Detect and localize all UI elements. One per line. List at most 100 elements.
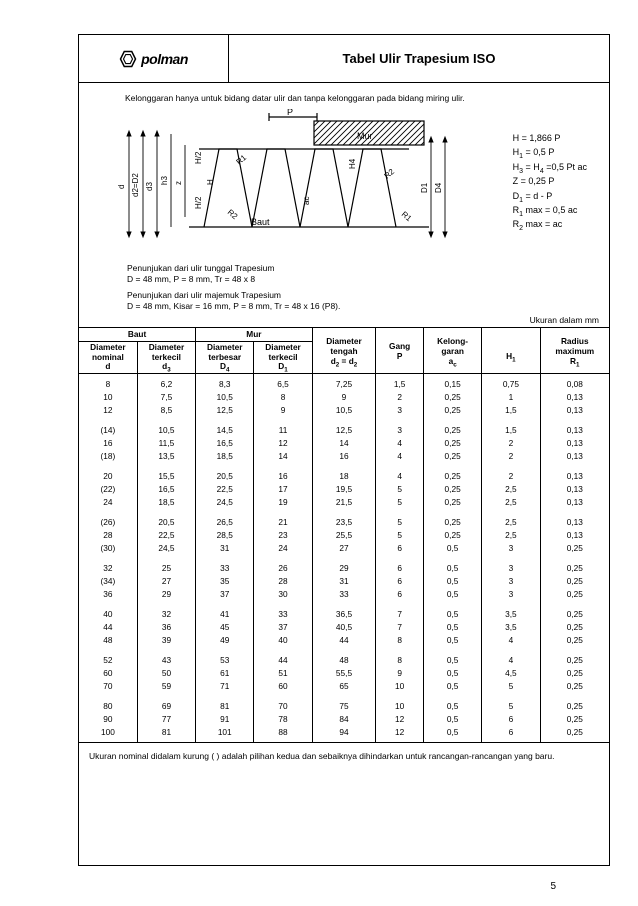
table-row: 128,512,5910,530,251,50,13	[79, 404, 609, 421]
table-cell: 12,5	[196, 404, 254, 421]
svg-text:R1: R1	[235, 153, 249, 167]
table-row: 8069817075100,550,25	[79, 696, 609, 713]
table-row: 524353444880,540,25	[79, 650, 609, 667]
table-cell: 30	[254, 588, 312, 605]
table-cell: 6,5	[254, 374, 312, 391]
table-cell: 7,25	[312, 374, 376, 391]
table-cell: (14)	[79, 420, 137, 437]
table-cell: 3	[376, 420, 424, 437]
table-cell: 16,5	[137, 483, 195, 496]
table-cell: 69	[137, 696, 195, 713]
table-cell: 0,25	[540, 650, 609, 667]
table-cell: 50	[137, 667, 195, 680]
table-cell: 7	[376, 604, 424, 621]
table-cell: 8	[376, 650, 424, 667]
table-cell: 0,25	[423, 483, 481, 496]
table-cell: 37	[254, 621, 312, 634]
table-cell: 25	[137, 558, 195, 575]
table-cell: 33	[254, 604, 312, 621]
table-cell: 36	[137, 621, 195, 634]
table-row: 4032413336,570,53,50,25	[79, 604, 609, 621]
table-cell: 3,5	[482, 621, 540, 634]
table-cell: 8	[376, 634, 424, 651]
table-cell: 10,5	[196, 391, 254, 404]
table-cell: 21,5	[312, 496, 376, 513]
table-cell: 3	[482, 575, 540, 588]
table-cell: 20,5	[196, 466, 254, 483]
table-cell: 0,13	[540, 466, 609, 483]
table-cell: 100	[79, 726, 137, 743]
table-cell: 26	[254, 558, 312, 575]
table-cell: 2,5	[482, 529, 540, 542]
table-cell: 0,25	[423, 496, 481, 513]
table-cell: 0,5	[423, 680, 481, 697]
table-cell: 16	[79, 437, 137, 450]
table-cell: 6,2	[137, 374, 195, 391]
table-cell: 26,5	[196, 512, 254, 529]
footnote: Ukuran nominal didalam kurung ( ) adalah…	[89, 751, 599, 762]
units-note: Ukuran dalam mm	[79, 315, 599, 325]
table-cell: 3	[482, 542, 540, 559]
table-cell: 32	[137, 604, 195, 621]
note-line: Penunjukan dari ulir tunggal Trapesium	[127, 263, 609, 274]
formula-line: H1 = 0,5 P	[513, 145, 587, 159]
table-cell: 5	[482, 696, 540, 713]
note-line: D = 48 mm, Kisar = 16 mm, P = 8 mm, Tr =…	[127, 301, 609, 312]
svg-text:P: P	[287, 109, 293, 117]
col-group-baut: Baut	[79, 327, 196, 341]
svg-text:D4: D4	[434, 182, 443, 193]
table-cell: 65	[312, 680, 376, 697]
table-cell: 15,5	[137, 466, 195, 483]
table-row: 107,510,58920,2510,13	[79, 391, 609, 404]
table-cell: 35	[196, 575, 254, 588]
table-cell: 18	[312, 466, 376, 483]
table-cell: 3	[482, 588, 540, 605]
svg-text:h3: h3	[160, 176, 169, 185]
table-cell: 80	[79, 696, 137, 713]
col-header: GangP	[376, 327, 424, 374]
table-row: 9077917884120,560,25	[79, 713, 609, 726]
col-header: Diameterterkecild3	[137, 341, 195, 374]
table-row: (30)24,531242760,530,25	[79, 542, 609, 559]
table-cell: 8	[79, 374, 137, 391]
table-row: 2418,524,51921,550,252,50,13	[79, 496, 609, 513]
designation-notes: Penunjukan dari ulir tunggal Trapesium D …	[127, 263, 609, 313]
svg-text:d3: d3	[145, 182, 154, 191]
table-cell: 0,5	[423, 575, 481, 588]
table-cell: 16	[312, 450, 376, 467]
table-cell: 8,3	[196, 374, 254, 391]
table-cell: 28	[254, 575, 312, 588]
table-cell: 60	[254, 680, 312, 697]
table-cell: 23,5	[312, 512, 376, 529]
table-cell: 10	[376, 696, 424, 713]
table-cell: 40	[254, 634, 312, 651]
table-cell: 39	[137, 634, 195, 651]
table-cell: 6	[482, 713, 540, 726]
table-cell: 10	[79, 391, 137, 404]
table-cell: 0,25	[423, 466, 481, 483]
table-cell: 1,5	[376, 374, 424, 391]
table-cell: 0,13	[540, 420, 609, 437]
col-group-mur: Mur	[196, 327, 313, 341]
table-cell: 36	[79, 588, 137, 605]
table-cell: 8	[254, 391, 312, 404]
table-cell: 90	[79, 713, 137, 726]
table-cell: 81	[196, 696, 254, 713]
table-cell: 0,13	[540, 496, 609, 513]
table-cell: 24,5	[137, 542, 195, 559]
table-cell: 94	[312, 726, 376, 743]
table-cell: 25,5	[312, 529, 376, 542]
formula-line: Z = 0,25 P	[513, 174, 587, 188]
table-cell: 41	[196, 604, 254, 621]
table-cell: 17	[254, 483, 312, 496]
table-cell: 12	[254, 437, 312, 450]
table-cell: 12	[376, 713, 424, 726]
table-row: (26)20,526,52123,550,252,50,13	[79, 512, 609, 529]
col-header: Kelong-garanac	[423, 327, 481, 374]
table-cell: 0,08	[540, 374, 609, 391]
table-cell: 37	[196, 588, 254, 605]
table-row: (18)13,518,5141640,2520,13	[79, 450, 609, 467]
table-row: 2015,520,5161840,2520,13	[79, 466, 609, 483]
table-cell: (34)	[79, 575, 137, 588]
table-row: 1611,516,5121440,2520,13	[79, 437, 609, 450]
